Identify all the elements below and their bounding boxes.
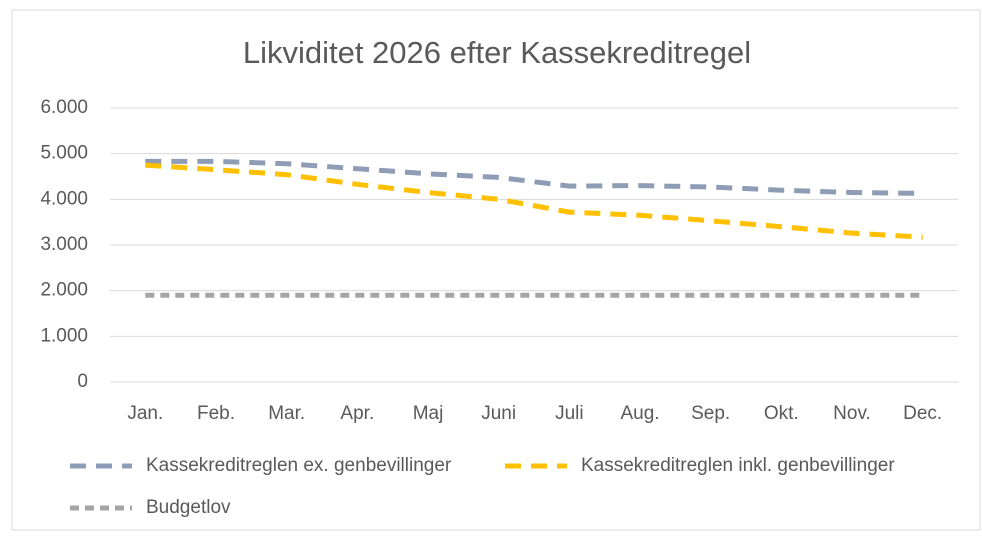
x-tick-label: Jan. (127, 403, 163, 424)
x-tick-label: Dec. (903, 403, 942, 424)
legend-label: Budgetlov (146, 497, 231, 518)
x-tick-label: Feb. (197, 403, 235, 424)
x-tick-label: Okt. (764, 403, 799, 424)
y-tick-label: 4.000 (40, 188, 88, 209)
x-tick-label: Nov. (833, 403, 871, 424)
y-tick-label: 3.000 (40, 234, 88, 255)
x-tick-label: Sep. (691, 403, 730, 424)
chart-frame (11, 9, 981, 531)
legend-label: Kassekreditreglen inkl. genbevillinger (581, 455, 895, 476)
x-tick-label: Aug. (620, 403, 659, 424)
x-tick-label: Maj (413, 403, 444, 424)
y-tick-label: 6.000 (40, 97, 88, 118)
line-series (145, 162, 923, 240)
x-tick-label: Apr. (340, 403, 374, 424)
y-tick-label: 1.000 (40, 325, 88, 346)
x-tick-label: Juli (555, 403, 584, 424)
y-tick-label: 0 (77, 371, 88, 392)
y-tick-label: 2.000 (40, 280, 88, 301)
chart-title: Likviditet 2026 efter Kassekreditregel (243, 35, 751, 70)
x-tick-label: Juni (481, 403, 516, 424)
y-tick-label: 5.000 (40, 143, 88, 164)
legend-label: Kassekreditreglen ex. genbevillinger (146, 455, 452, 476)
x-tick-label: Mar. (268, 403, 305, 424)
